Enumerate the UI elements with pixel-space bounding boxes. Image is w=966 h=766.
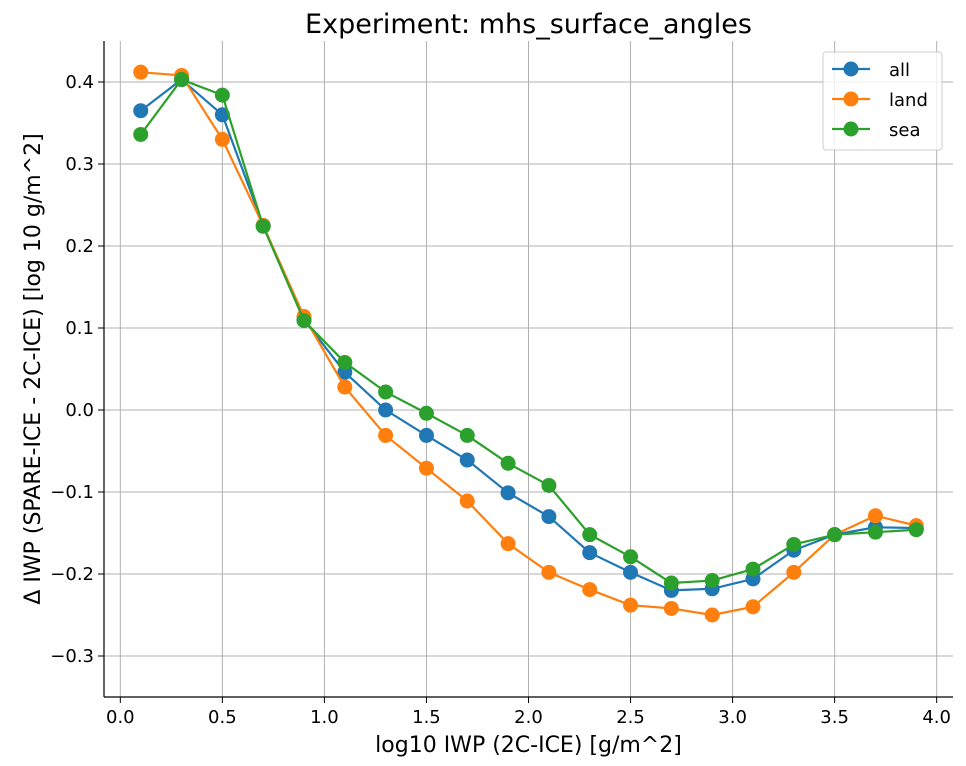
- data-point-land: [623, 597, 639, 613]
- axes: [98, 41, 953, 703]
- data-point-sea: [214, 87, 230, 103]
- data-point-sea: [459, 427, 475, 443]
- data-point-all: [459, 452, 475, 468]
- x-tick-label: 2.0: [514, 707, 543, 728]
- data-point-sea: [378, 384, 394, 400]
- data-point-land: [663, 600, 679, 616]
- data-point-sea: [541, 477, 557, 493]
- x-tick-label: 1.0: [310, 707, 339, 728]
- x-tick-label: 3.0: [718, 707, 747, 728]
- data-point-sea: [827, 527, 843, 543]
- data-point-all: [378, 402, 394, 418]
- y-tick-label: −0.2: [50, 564, 94, 585]
- grid-lines: [104, 41, 953, 697]
- data-point-all: [500, 485, 516, 501]
- data-point-all: [214, 107, 230, 123]
- x-tick-label: 2.5: [616, 707, 645, 728]
- y-tick-label: 0.3: [65, 154, 94, 175]
- data-point-land: [582, 582, 598, 598]
- x-tick-label: 4.0: [922, 707, 951, 728]
- x-tick-label: 1.5: [412, 707, 441, 728]
- data-point-all: [133, 103, 149, 119]
- data-point-sea: [786, 536, 802, 552]
- data-point-sea: [704, 573, 720, 589]
- data-point-sea: [500, 455, 516, 471]
- y-tick-label: −0.1: [50, 482, 94, 503]
- data-point-sea: [418, 405, 434, 421]
- data-point-all: [623, 564, 639, 580]
- y-tick-label: 0.1: [65, 318, 94, 339]
- legend-marker-sea: [843, 121, 859, 137]
- data-point-all: [418, 427, 434, 443]
- data-series: [133, 64, 924, 623]
- chart-title: Experiment: mhs_surface_angles: [305, 9, 752, 40]
- series-sea: [133, 72, 924, 591]
- y-tick-label: 0.0: [65, 400, 94, 421]
- data-point-land: [745, 599, 761, 615]
- series-line-sea: [139, 78, 917, 585]
- data-point-sea: [582, 527, 598, 543]
- y-tick-label: 0.2: [65, 236, 94, 257]
- legend-label-sea: sea: [889, 120, 920, 141]
- data-point-land: [867, 508, 883, 524]
- x-tick-label: 0.0: [106, 707, 135, 728]
- data-point-land: [418, 460, 434, 476]
- legend: all land sea: [822, 51, 943, 151]
- data-point-land: [459, 493, 475, 509]
- data-point-sea: [663, 575, 679, 591]
- legend-marker-land: [843, 91, 859, 107]
- data-point-land: [786, 564, 802, 580]
- data-point-land: [500, 536, 516, 552]
- data-point-sea: [133, 126, 149, 142]
- y-axis-label: Δ IWP (SPARE-ICE - 2C-ICE) [log 10 g/m^2…: [21, 133, 46, 604]
- data-point-sea: [745, 561, 761, 577]
- data-point-land: [133, 64, 149, 80]
- data-point-land: [704, 607, 720, 623]
- tick-labels: 0.0 0.5 1.0 1.5 2.0 2.5 3.0 3.5 4.0 −0.3 −0.2 −0.1 0…: [50, 72, 951, 728]
- data-point-sea: [867, 524, 883, 540]
- data-point-sea: [255, 218, 271, 234]
- x-axis-label: log10 IWP (2C-ICE) [g/m^2]: [375, 733, 682, 758]
- data-point-land: [337, 379, 353, 395]
- data-point-sea: [337, 354, 353, 370]
- data-point-sea: [908, 522, 924, 538]
- data-point-land: [378, 427, 394, 443]
- x-tick-label: 0.5: [208, 707, 237, 728]
- data-point-sea: [623, 549, 639, 565]
- x-tick-label: 3.5: [820, 707, 849, 728]
- y-tick-label: 0.4: [65, 72, 94, 93]
- data-point-land: [214, 131, 230, 147]
- data-point-sea: [296, 313, 312, 329]
- legend-label-all: all: [889, 60, 910, 81]
- data-point-all: [541, 509, 557, 525]
- data-point-land: [541, 564, 557, 580]
- y-tick-label: −0.3: [50, 646, 94, 667]
- legend-label-land: land: [889, 90, 928, 111]
- data-point-sea: [174, 72, 190, 88]
- data-point-all: [582, 545, 598, 561]
- legend-marker-all: [843, 61, 859, 77]
